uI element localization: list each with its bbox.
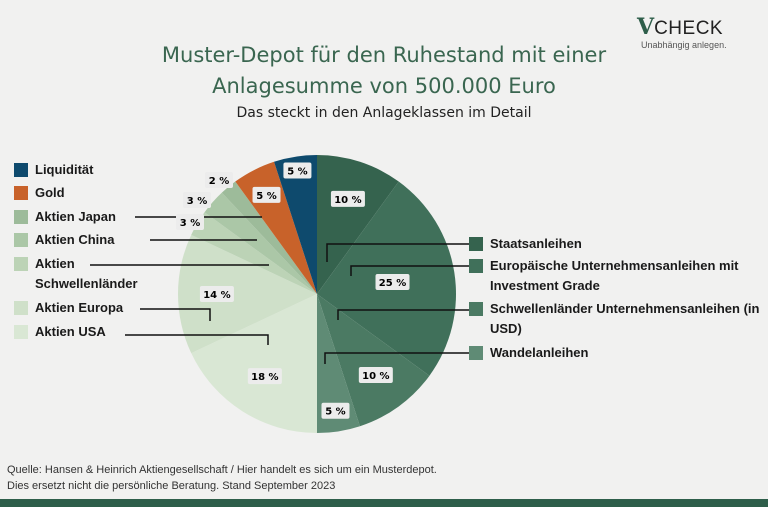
slice-label: 2 % [205, 172, 233, 188]
legend-label: Europäische Unternehmensanleihen mit Inv… [490, 258, 739, 293]
slice-value: 5 % [325, 407, 345, 418]
label-box [375, 274, 410, 291]
legend-item: Gold [14, 183, 139, 203]
pie-slice [221, 181, 317, 294]
chart-title: Muster-Depot für den Ruhestand mit einer… [161, 43, 607, 98]
slice-value: 5 % [287, 166, 307, 177]
label-box [176, 214, 204, 230]
legend-swatch [469, 259, 483, 273]
label-box [247, 368, 282, 385]
legend-item: Staatsanleihen [469, 234, 761, 254]
legend-swatch [469, 346, 483, 360]
slice-label: 10 % [358, 366, 393, 383]
legend-item: Wandelanleihen [469, 343, 761, 363]
slice-value: 14 % [203, 290, 230, 301]
legend-item: Aktien Schwellenländer [14, 254, 139, 294]
slice-value: 25 % [379, 278, 406, 289]
legend-swatch [14, 186, 28, 200]
legend-label: Aktien Schwellenländer [35, 256, 138, 291]
label-box [252, 186, 281, 203]
pie-slice [317, 294, 430, 427]
legend-label: Aktien China [35, 232, 115, 247]
pie-slice [191, 294, 317, 433]
legend-item: Aktien Europa [14, 298, 139, 318]
slice-value: 18 % [251, 372, 278, 383]
pie-slice [274, 155, 317, 294]
label-box [199, 286, 234, 302]
legend-label: Aktien Japan [35, 209, 116, 224]
slice-label: 5 % [252, 186, 281, 203]
slice-label: 3 % [183, 192, 211, 208]
legend-swatch [14, 210, 28, 224]
legend-swatch [14, 163, 28, 177]
pie-slice [204, 192, 317, 294]
slice-value: 10 % [362, 371, 389, 382]
chart-subtitle: Das steckt in den Anlageklassen im Detai… [236, 105, 532, 121]
legend-item: Schwellenländer Unternehmensanleihen (in… [469, 299, 761, 339]
legend-item: Aktien USA [14, 322, 139, 342]
legend-swatch [14, 233, 28, 247]
legend-swatch [14, 257, 28, 271]
legend-label: Schwellenländer Unternehmensanleihen (in… [490, 301, 760, 336]
legend-swatch [14, 325, 28, 339]
legend-label: Staatsanleihen [490, 236, 582, 251]
legend-label: Gold [35, 185, 65, 200]
slice-value: 2 % [209, 176, 229, 187]
slice-label: 3 % [176, 214, 204, 230]
slice-label: 25 % [375, 274, 410, 291]
slice-label: 14 % [199, 286, 234, 302]
pie-slice [317, 294, 360, 433]
legend-label: Aktien Europa [35, 300, 124, 315]
legend-item: Aktien Japan [14, 207, 139, 227]
pie-slice [317, 155, 399, 294]
label-box [330, 190, 365, 207]
label-box [321, 402, 350, 419]
legend-label: Wandelanleihen [490, 345, 589, 360]
footer-bar [0, 499, 768, 507]
slice-label: 18 % [247, 368, 282, 385]
slice-label: 10 % [330, 190, 365, 207]
legend-swatch [14, 301, 28, 315]
label-box [205, 172, 233, 188]
label-box [358, 366, 393, 383]
label-box [283, 162, 312, 179]
legend-label: Aktien USA [35, 324, 106, 339]
legend-item: Europäische Unternehmensanleihen mit Inv… [469, 256, 761, 296]
slice-value: 5 % [256, 191, 276, 202]
source-note: Quelle: Hansen & Heinrich Aktiengesellsc… [7, 464, 437, 492]
legend-item: Aktien China [14, 230, 139, 250]
slice-value: 10 % [334, 195, 361, 206]
legend-item: Liquidität [14, 160, 139, 180]
legend-swatch [469, 237, 483, 251]
legend-swatch [469, 302, 483, 316]
slice-value: 3 % [187, 196, 207, 207]
slice-value: 3 % [180, 218, 200, 229]
logo: VCHECK Unabhängig anlegen. [637, 14, 727, 50]
label-box [183, 192, 211, 208]
legend-label: Liquidität [35, 162, 94, 177]
pie-slice [191, 212, 317, 294]
slice-label: 5 % [321, 402, 350, 419]
slice-label: 5 % [283, 162, 312, 179]
leader-lines [90, 216, 470, 364]
